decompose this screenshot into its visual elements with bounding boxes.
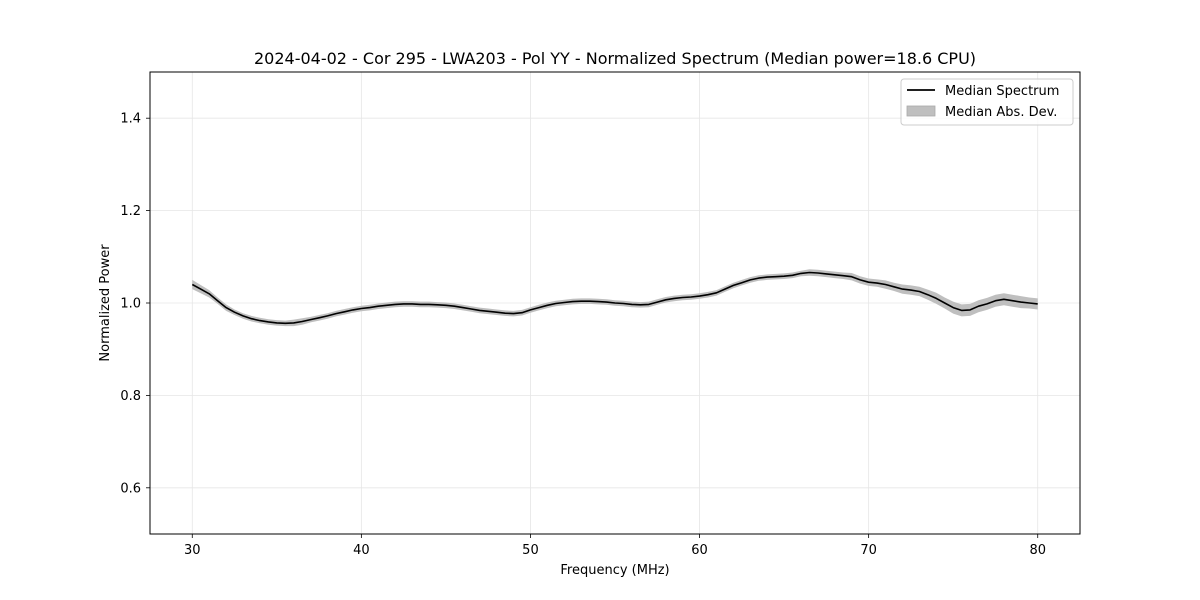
y-tick-label: 1.4 <box>120 112 141 127</box>
y-axis-ticks: 0.6 0.8 1.0 1.2 1.4 <box>120 112 150 496</box>
x-tick-label: 30 <box>184 543 201 558</box>
y-tick-label: 0.8 <box>120 389 141 404</box>
x-tick-label: 60 <box>691 543 708 558</box>
y-axis-label: Normalized Power <box>98 244 113 362</box>
y-tick-label: 1.2 <box>120 204 141 219</box>
x-tick-label: 40 <box>353 543 370 558</box>
legend-box <box>900 78 1074 126</box>
x-axis-label: Frequency (MHz) <box>560 563 669 578</box>
legend-patch-swatch <box>906 105 936 117</box>
legend-label-median-spectrum: Median Spectrum <box>945 84 1059 99</box>
mad-band <box>192 269 1038 327</box>
x-axis-ticks: 30 40 50 60 70 80 <box>184 534 1046 558</box>
mad-band-layer <box>192 269 1038 327</box>
x-tick-label: 50 <box>522 543 539 558</box>
y-tick-label: 0.6 <box>120 481 141 496</box>
series-layer <box>191 271 1038 325</box>
y-tick-label: 1.0 <box>120 297 141 312</box>
legend: Median Spectrum Median Abs. Dev. <box>900 78 1074 126</box>
x-tick-label: 70 <box>860 543 877 558</box>
median-spectrum-line <box>191 271 1038 325</box>
legend-label-mad: Median Abs. Dev. <box>945 105 1057 120</box>
x-tick-label: 80 <box>1029 543 1046 558</box>
chart-title: 2024-04-02 - Cor 295 - LWA203 - Pol YY -… <box>254 49 976 68</box>
